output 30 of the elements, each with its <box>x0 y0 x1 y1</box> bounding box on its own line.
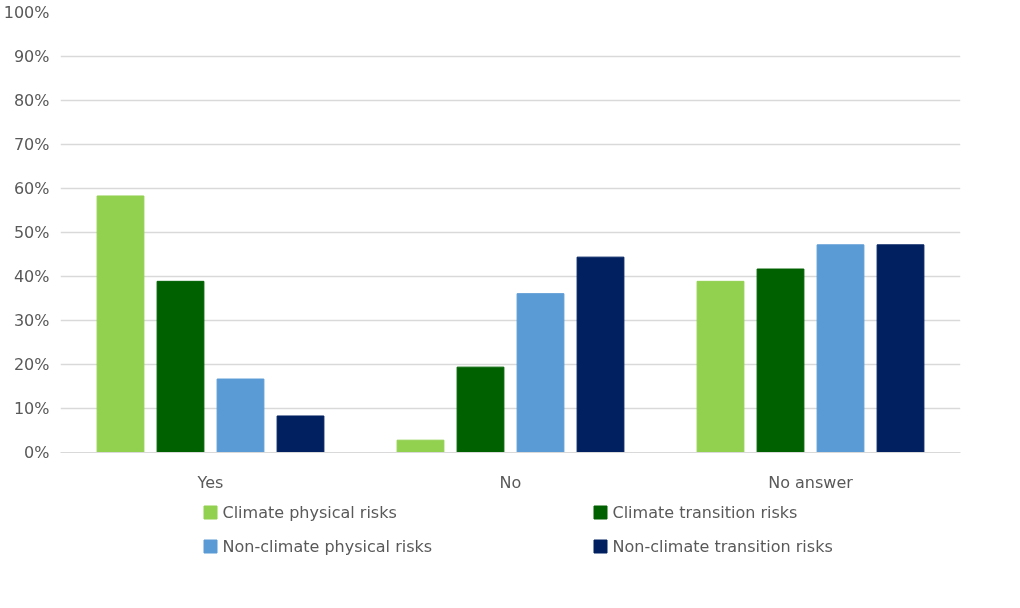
y-tick-label: 30% <box>13 311 50 330</box>
bar <box>576 256 625 453</box>
x-tick-label: No <box>499 472 522 492</box>
y-tick-label: 80% <box>13 91 50 110</box>
bar <box>276 415 325 453</box>
bar <box>696 280 745 453</box>
y-tick-label: 0% <box>24 443 50 462</box>
bar <box>876 244 925 453</box>
bar <box>216 378 265 453</box>
x-tick-label: Yes <box>196 472 224 492</box>
bar <box>816 244 865 453</box>
y-tick-label: 10% <box>13 399 50 418</box>
legend-label: Climate physical risks <box>222 503 397 522</box>
x-tick-label: No answer <box>768 472 854 492</box>
bar <box>96 195 145 453</box>
bar <box>396 439 445 453</box>
y-tick-label: 70% <box>13 135 50 154</box>
y-tick-label: 100% <box>3 3 50 22</box>
bar <box>756 268 805 453</box>
legend-label: Climate transition risks <box>612 503 798 522</box>
bar <box>156 280 205 453</box>
bar <box>516 293 565 453</box>
y-tick-label: 20% <box>13 355 50 374</box>
y-tick-label: 40% <box>13 267 50 286</box>
y-tick-label: 60% <box>13 179 50 198</box>
y-tick-label: 50% <box>13 223 50 242</box>
bar <box>456 366 505 453</box>
y-tick-label: 90% <box>13 47 50 66</box>
legend-label: Non-climate transition risks <box>612 537 833 556</box>
legend-label: Non-climate physical risks <box>222 537 433 556</box>
